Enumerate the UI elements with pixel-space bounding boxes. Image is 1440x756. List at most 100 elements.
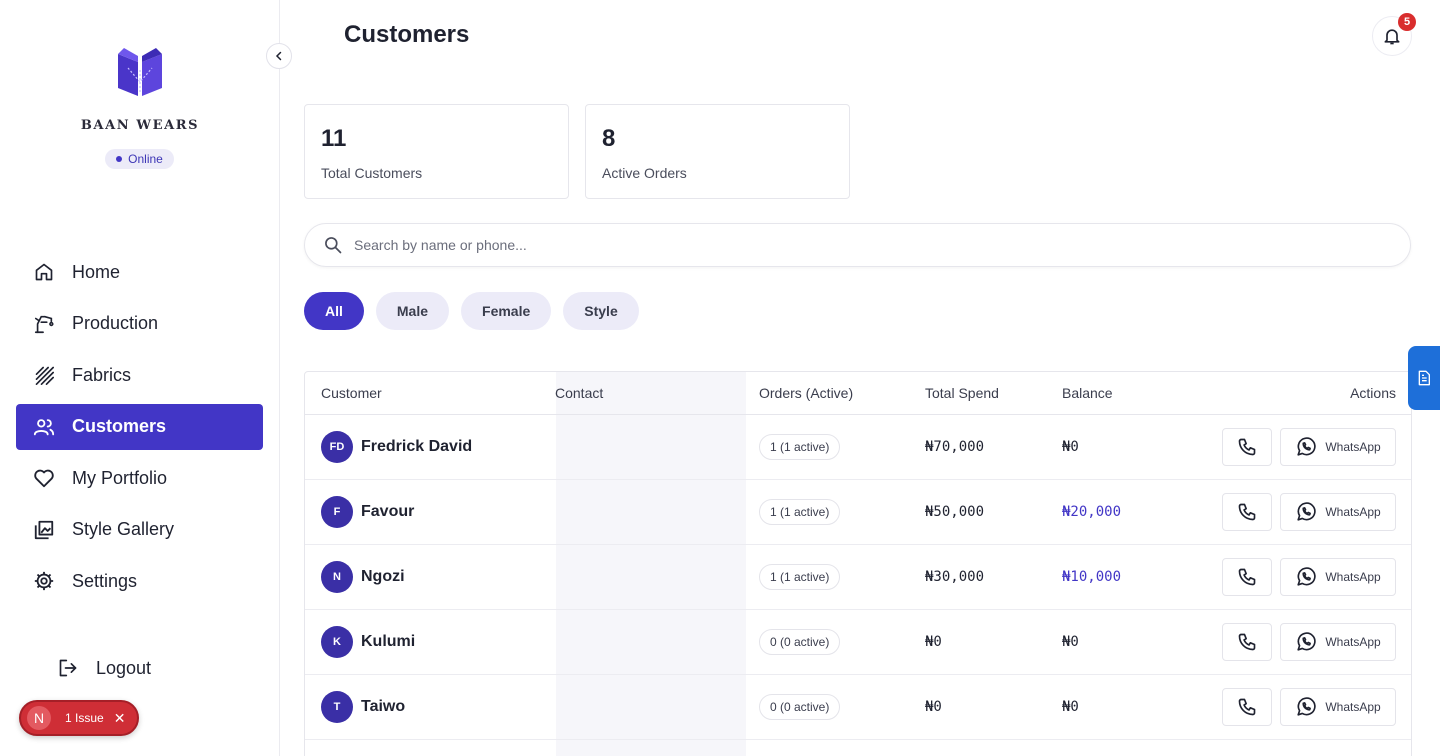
- sidebar-item-label: Settings: [72, 570, 138, 591]
- phone-icon: [1237, 502, 1257, 522]
- column-header: Orders (Active): [759, 385, 854, 401]
- filter-male[interactable]: Male: [375, 292, 450, 330]
- avatar: FD: [321, 431, 353, 463]
- page-title: Customers: [344, 21, 470, 48]
- table-row[interactable]: N Ngozi 1 (1 active) ₦30,000 ₦10,000 WhatsApp: [305, 545, 1411, 610]
- whatsapp-button[interactable]: WhatsApp: [1280, 688, 1396, 726]
- column-header: Customer: [321, 385, 382, 401]
- sidebar-item-production[interactable]: Production: [16, 301, 263, 347]
- sidebar-item-home[interactable]: Home: [16, 249, 263, 295]
- sidebar-item-label: Fabrics: [72, 364, 132, 385]
- close-icon[interactable]: ✕: [113, 709, 126, 726]
- notifications-button[interactable]: [1372, 16, 1412, 56]
- balance-value: ₦0: [1062, 699, 1079, 715]
- orders-badge: 1 (1 active): [759, 434, 841, 460]
- total-spend-cell: ₦50,000: [925, 480, 984, 544]
- search-input[interactable]: [354, 237, 1254, 253]
- sidebar-item-label: My Portfolio: [72, 467, 168, 488]
- table-row[interactable]: FD Fredrick David 1 (1 active) ₦70,000 ₦0 Wha…: [305, 415, 1411, 480]
- whatsapp-icon: [1295, 566, 1317, 588]
- sidebar: BAAN WEARS Online Home Production Fabric…: [0, 0, 280, 756]
- table-row[interactable]: F Favour 1 (1 active) ₦50,000 ₦20,000 WhatsAp…: [305, 480, 1411, 545]
- whatsapp-button[interactable]: WhatsApp: [1280, 428, 1396, 466]
- sidebar-item-fabrics[interactable]: Fabrics: [16, 352, 263, 398]
- balance-cell: ₦0: [1062, 610, 1079, 674]
- sidebar-item-my-portfolio[interactable]: My Portfolio: [16, 455, 263, 501]
- table-body: FD Fredrick David 1 (1 active) ₦70,000 ₦0 Wha…: [305, 415, 1411, 740]
- collapse-sidebar-button[interactable]: [266, 43, 292, 69]
- customer-cell: T Taiwo: [321, 675, 405, 739]
- bell-icon: [1384, 29, 1400, 45]
- orders-badge: 1 (1 active): [759, 564, 841, 590]
- customer-cell: F Favour: [321, 480, 414, 544]
- balance-value: ₦20,000: [1062, 504, 1122, 520]
- customer-name[interactable]: Fredrick David: [361, 438, 473, 455]
- filter-chips: All Male Female Style: [304, 292, 639, 330]
- customer-name[interactable]: Kulumi: [361, 633, 416, 650]
- sewing-machine-icon: [33, 313, 55, 335]
- whatsapp-button[interactable]: WhatsApp: [1280, 558, 1396, 596]
- balance-value: ₦0: [1062, 634, 1079, 650]
- balance-cell: ₦0: [1062, 415, 1079, 479]
- whatsapp-button[interactable]: WhatsApp: [1280, 493, 1396, 531]
- stat-value: 8: [602, 125, 616, 152]
- filter-style[interactable]: Style: [563, 292, 639, 330]
- phone-icon: [1237, 437, 1257, 457]
- call-button[interactable]: [1222, 493, 1272, 531]
- status-label: Online: [128, 152, 163, 166]
- orders-badge: 1 (1 active): [759, 499, 841, 525]
- whatsapp-icon: [1295, 696, 1317, 718]
- status-dot-icon: [116, 156, 123, 162]
- filter-all[interactable]: All: [304, 292, 364, 330]
- search-bar: [304, 223, 1411, 267]
- sidebar-item-settings[interactable]: Settings: [16, 558, 263, 604]
- call-button[interactable]: [1222, 688, 1272, 726]
- sidebar-item-label: Customers: [72, 416, 167, 436]
- customer-cell: K Kulumi: [321, 610, 415, 674]
- logout-button[interactable]: Logout: [58, 657, 151, 679]
- balance-cell: ₦10,000: [1062, 545, 1121, 609]
- heart-icon: [33, 467, 55, 489]
- balance-value: ₦10,000: [1062, 569, 1122, 585]
- issues-indicator-button[interactable]: N 1 Issue ✕: [19, 700, 139, 736]
- call-button[interactable]: [1222, 623, 1272, 661]
- gear-icon: [33, 570, 55, 592]
- column-header: Balance: [1062, 385, 1113, 401]
- stat-card-total-customers: 11 Total Customers: [304, 104, 569, 199]
- total-spend-value: ₦0: [925, 634, 942, 650]
- whatsapp-label: WhatsApp: [1325, 440, 1381, 454]
- column-header: Total Spend: [925, 385, 999, 401]
- customer-cell: FD Fredrick David: [321, 415, 472, 479]
- customer-cell: N Ngozi: [321, 545, 405, 609]
- brand-name: BAAN WEARS: [80, 118, 200, 133]
- whatsapp-icon: [1295, 436, 1317, 458]
- customer-name[interactable]: Favour: [361, 503, 415, 520]
- customer-name[interactable]: Taiwo: [361, 698, 406, 715]
- customer-name[interactable]: Ngozi: [361, 568, 405, 585]
- total-spend-value: ₦30,000: [925, 569, 985, 585]
- sidebar-item-style-gallery[interactable]: Style Gallery: [16, 507, 263, 553]
- stat-label: Total Customers: [321, 165, 423, 181]
- sidebar-item-customers[interactable]: Customers: [16, 403, 263, 450]
- sidebar-item-label: Production: [72, 313, 159, 333]
- phone-icon: [1237, 697, 1257, 717]
- table-row[interactable]: T Taiwo 0 (0 active) ₦0 ₦0 WhatsApp: [305, 675, 1411, 740]
- chevron-left-icon: [275, 51, 282, 61]
- call-button[interactable]: [1222, 428, 1272, 466]
- orders-cell: 1 (1 active): [759, 415, 841, 479]
- call-button[interactable]: [1222, 558, 1272, 596]
- gallery-icon: [33, 519, 55, 541]
- orders-cell: 1 (1 active): [759, 480, 841, 544]
- whatsapp-icon: [1295, 631, 1317, 653]
- phone-icon: [1237, 567, 1257, 587]
- whatsapp-button[interactable]: WhatsApp: [1280, 623, 1396, 661]
- notification-count-badge: 5: [1398, 13, 1416, 31]
- filter-female[interactable]: Female: [461, 292, 552, 330]
- orders-badge: 0 (0 active): [759, 629, 841, 655]
- balance-cell: ₦20,000: [1062, 480, 1121, 544]
- actions-cell: WhatsApp: [1222, 610, 1396, 674]
- side-document-tab[interactable]: [1408, 346, 1440, 410]
- stat-card-active-orders: 8 Active Orders: [585, 104, 850, 199]
- table-row[interactable]: K Kulumi 0 (0 active) ₦0 ₦0 WhatsApp: [305, 610, 1411, 675]
- stat-label: Active Orders: [602, 165, 687, 181]
